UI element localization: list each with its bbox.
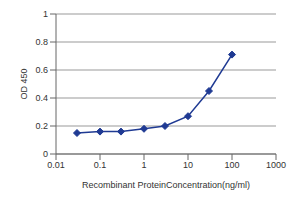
svg-text:0: 0 <box>43 149 48 159</box>
svg-text:0.1: 0.1 <box>94 160 107 170</box>
svg-text:0.8: 0.8 <box>35 37 48 47</box>
svg-text:10: 10 <box>183 160 193 170</box>
svg-text:0.4: 0.4 <box>35 93 48 103</box>
svg-text:Recombinant ProteinConcentrati: Recombinant ProteinConcentration(ng/ml) <box>82 180 250 190</box>
svg-text:1: 1 <box>141 160 146 170</box>
svg-text:0.2: 0.2 <box>35 121 48 131</box>
svg-text:100: 100 <box>224 160 239 170</box>
svg-text:0.6: 0.6 <box>35 65 48 75</box>
svg-text:OD 450: OD 450 <box>19 68 29 99</box>
svg-text:1: 1 <box>43 9 48 19</box>
svg-text:0.01: 0.01 <box>47 160 65 170</box>
svg-text:1000: 1000 <box>266 160 286 170</box>
